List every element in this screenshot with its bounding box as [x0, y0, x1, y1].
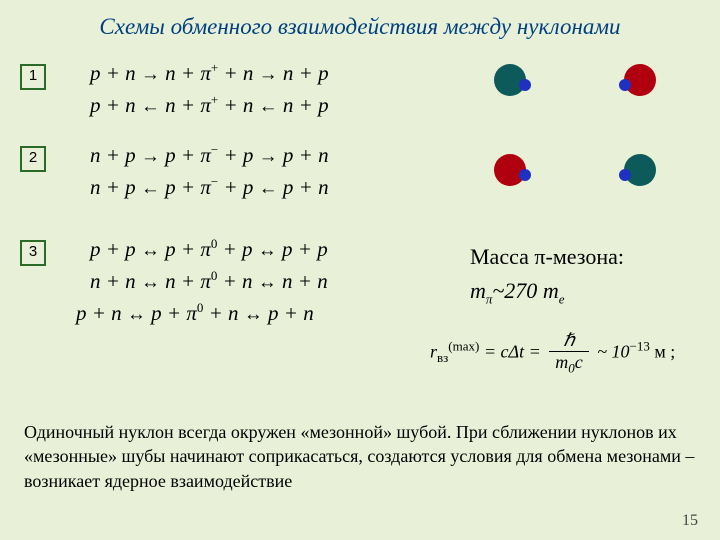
- range-formula: rвз(max) = cΔt = ℏ m0c ~ 10−13 м ;: [430, 330, 675, 377]
- mass-value: mπ~270 me: [470, 278, 564, 307]
- mass-label: Масса π-мезона:: [470, 244, 624, 270]
- box-1: 1: [20, 64, 46, 90]
- diagram-row-1: [470, 50, 690, 110]
- page-number: 15: [682, 512, 698, 530]
- box-2: 2: [20, 146, 46, 172]
- eq-3a: p + p ↔ p + π0 + p ↔ p + p: [90, 236, 328, 262]
- eq-1b: p + n ← n + π+ + n ← n + p: [90, 92, 329, 118]
- eq-3c: p + n ↔ p + π0 + n ↔ p + n: [76, 300, 314, 326]
- slide-title: Схемы обменного взаимодействия между нук…: [0, 14, 720, 40]
- eq-1a: p + n → n + π+ + n → n + p: [90, 60, 329, 86]
- eq-2a: n + p → p + π− + p → p + n: [90, 142, 329, 168]
- diagram-row-2: [470, 140, 690, 200]
- footer-text: Одиночный нуклон всегда окружен «мезонно…: [24, 420, 696, 493]
- box-3: 3: [20, 240, 46, 266]
- eq-2b: n + p ← p + π− + p ← p + n: [90, 174, 329, 200]
- eq-3b: n + n ↔ n + π0 + n ↔ n + n: [90, 268, 328, 294]
